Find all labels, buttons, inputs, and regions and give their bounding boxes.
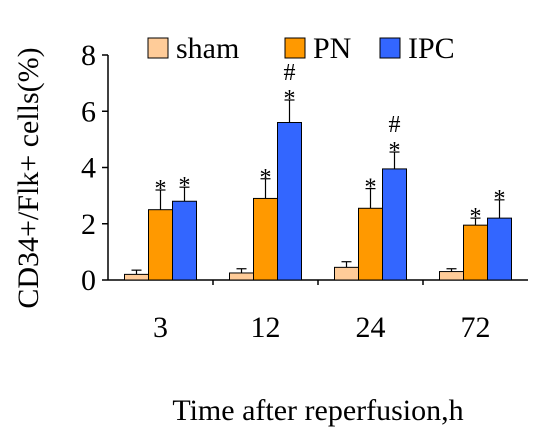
significance-star: * (284, 86, 296, 112)
significance-star: * (365, 175, 377, 201)
y-tick-label: 0 (81, 264, 96, 297)
y-tick-label: 2 (81, 208, 96, 241)
bar-ipc (172, 200, 197, 281)
bar-ipc (487, 217, 512, 281)
y-tick-label: 8 (81, 39, 96, 72)
bar-pn (148, 209, 173, 281)
y-tick-label: 6 (81, 95, 96, 128)
bar-sham (124, 273, 149, 281)
significance-star: * (389, 138, 401, 164)
bar-pn (358, 207, 383, 281)
y-axis-title: CD34+/Flk+ cells(%) (12, 47, 45, 308)
bar-sham (334, 266, 359, 281)
legend: sham PN IPC (147, 32, 455, 65)
legend-swatch-ipc (379, 37, 401, 59)
significance-star: * (179, 173, 191, 199)
legend-swatch-pn (284, 37, 306, 59)
significance-star: * (494, 186, 506, 212)
x-tick-label: 3 (153, 311, 168, 344)
x-tick-label: 12 (251, 311, 281, 344)
legend-label-pn: PN (313, 32, 351, 65)
significance-star: * (155, 176, 167, 202)
bar-ipc (277, 122, 302, 281)
bar-sham (439, 271, 464, 281)
legend-swatch-sham (147, 37, 169, 59)
significance-star: * (470, 204, 482, 230)
significance-star: * (260, 165, 272, 191)
bar-sham (229, 272, 254, 281)
significance-hash: # (284, 60, 296, 86)
bar-ipc (382, 168, 407, 281)
y-tick-label: 4 (81, 152, 96, 185)
legend-label-sham: sham (176, 32, 239, 65)
legend-label-ipc: IPC (408, 32, 455, 65)
bar-pn (253, 197, 278, 281)
x-axis-title: Time after reperfusion,h (172, 394, 463, 427)
x-tick-label: 72 (461, 311, 491, 344)
x-tick-label: 24 (356, 311, 386, 344)
bar-pn (463, 224, 488, 281)
significance-hash: # (389, 112, 401, 138)
